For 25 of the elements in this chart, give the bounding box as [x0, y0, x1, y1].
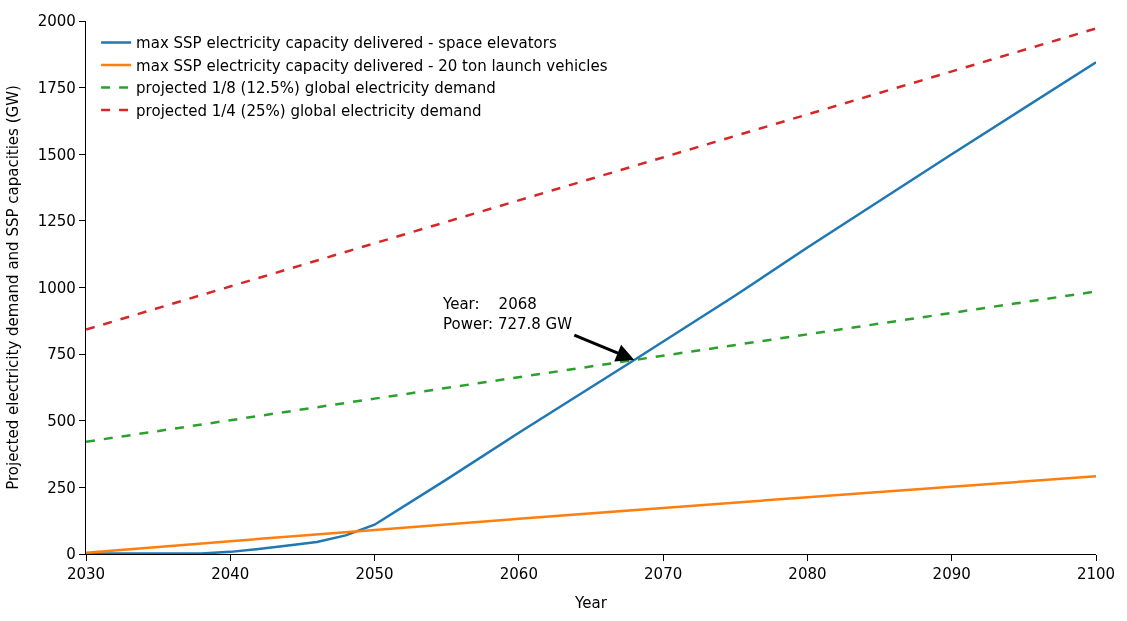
y-tick-label: 1000: [37, 278, 76, 297]
x-tick-label: 2050: [355, 565, 394, 584]
legend-label: projected 1/4 (25%) global electricity demand: [136, 101, 482, 120]
x-tick-label: 2070: [644, 565, 683, 584]
y-axis-title: Projected electricity demand and SSP capacities (GW): [3, 85, 22, 490]
legend-label: max SSP electricity capacity delivered - 20 ton launch vehicles: [136, 56, 608, 75]
y-tick-label: 0: [66, 545, 76, 564]
y-tick-label: 1500: [37, 145, 76, 164]
y-tick-label: 1750: [37, 78, 76, 97]
x-tick-label: 2060: [499, 565, 538, 584]
legend-label: max SSP electricity capacity delivered - space elevators: [136, 34, 557, 53]
x-axis-title: Year: [574, 594, 608, 613]
y-tick-label: 2000: [37, 12, 76, 31]
annotation: Year: 2068 Power: 727.8 GW: [442, 295, 573, 333]
y-tick-label: 750: [47, 345, 76, 364]
x-tick-label: 2030: [66, 565, 106, 584]
y-tick-label: 1250: [37, 212, 76, 231]
x-tick-label: 2040: [211, 565, 250, 584]
x-tick-label: 2090: [932, 565, 971, 584]
legend-label: projected 1/8 (12.5%) global electricity demand: [136, 79, 496, 98]
line-series: [86, 27, 1096, 331]
x-tick-label: 2080: [788, 565, 827, 584]
x-tick-label: 2100: [1076, 565, 1116, 584]
y-tick-label: 500: [47, 412, 76, 430]
y-tick-label: 250: [47, 478, 76, 497]
